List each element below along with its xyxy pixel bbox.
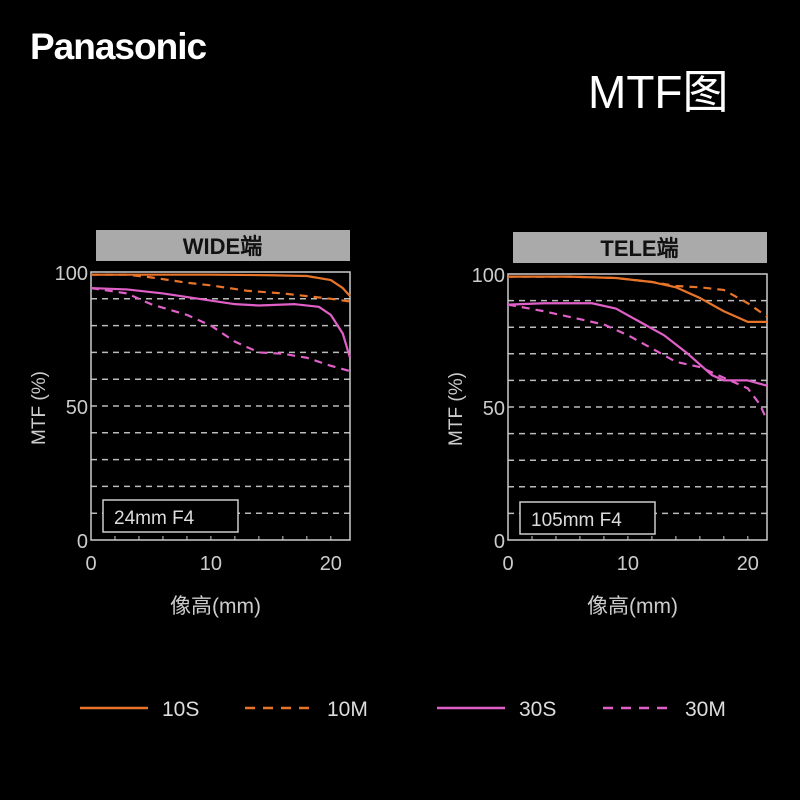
legend-item-30M: 30M xyxy=(603,698,726,721)
panasonic-logo: Panasonic xyxy=(30,26,207,67)
series-30S xyxy=(507,302,768,387)
y-tick-label: 0 xyxy=(77,531,88,553)
series-30M xyxy=(90,286,351,373)
y-tick-label: 0 xyxy=(494,531,505,553)
x-tick-label: 10 xyxy=(200,553,222,575)
legend-item-10S: 10S xyxy=(80,698,199,721)
legend-label: 30S xyxy=(519,698,556,721)
y-tick-label: 100 xyxy=(55,263,88,285)
panel-title: WIDE端 xyxy=(183,234,262,259)
panel-header xyxy=(513,232,767,263)
y-tick-label: 100 xyxy=(472,265,505,287)
series-10M xyxy=(91,273,351,303)
annotation-text: 24mm F4 xyxy=(114,508,195,529)
x-axis-label: 像高(mm) xyxy=(587,595,678,618)
annotation-box xyxy=(102,499,239,533)
legend-item-30S: 30S xyxy=(437,698,556,721)
series-10S xyxy=(91,273,351,297)
chart-panel-1: TELE端 0 50 100 0 10 20 MTF (%) 像高(mm) 105mm F4 xyxy=(446,232,769,618)
y-axis-label: MTF (%) xyxy=(29,371,50,445)
y-axis-label: MTF (%) xyxy=(446,372,467,446)
legend-label: 10S xyxy=(162,698,199,721)
x-tick-label: 20 xyxy=(320,553,342,575)
plot-frame xyxy=(507,273,768,541)
x-axis-label: 像高(mm) xyxy=(170,595,261,618)
legend-item-10M: 10M xyxy=(245,698,368,721)
panel-header xyxy=(96,230,350,261)
x-tick-label: 20 xyxy=(737,553,759,575)
page-title: MTF图 xyxy=(588,66,729,118)
series-30M xyxy=(507,303,769,421)
legend-label: 10M xyxy=(327,698,368,721)
x-tick-label: 0 xyxy=(85,553,96,575)
chart-panel-0: WIDE端 0 50 100 0 10 20 MTF (%) 像高(mm) 24mm F4 xyxy=(29,230,352,618)
x-tick-label: 0 xyxy=(502,553,513,575)
series-30S xyxy=(90,286,352,359)
annotation-text: 105mm F4 xyxy=(531,510,622,531)
annotation-box xyxy=(519,501,656,535)
y-tick-label: 50 xyxy=(66,397,88,419)
x-tick-label: 10 xyxy=(617,553,639,575)
series-10M xyxy=(508,275,768,318)
y-tick-label: 50 xyxy=(483,398,505,420)
series-10S xyxy=(508,275,767,323)
legend-label: 30M xyxy=(685,698,726,721)
panel-title: TELE端 xyxy=(600,236,678,261)
plot-frame xyxy=(90,271,351,541)
